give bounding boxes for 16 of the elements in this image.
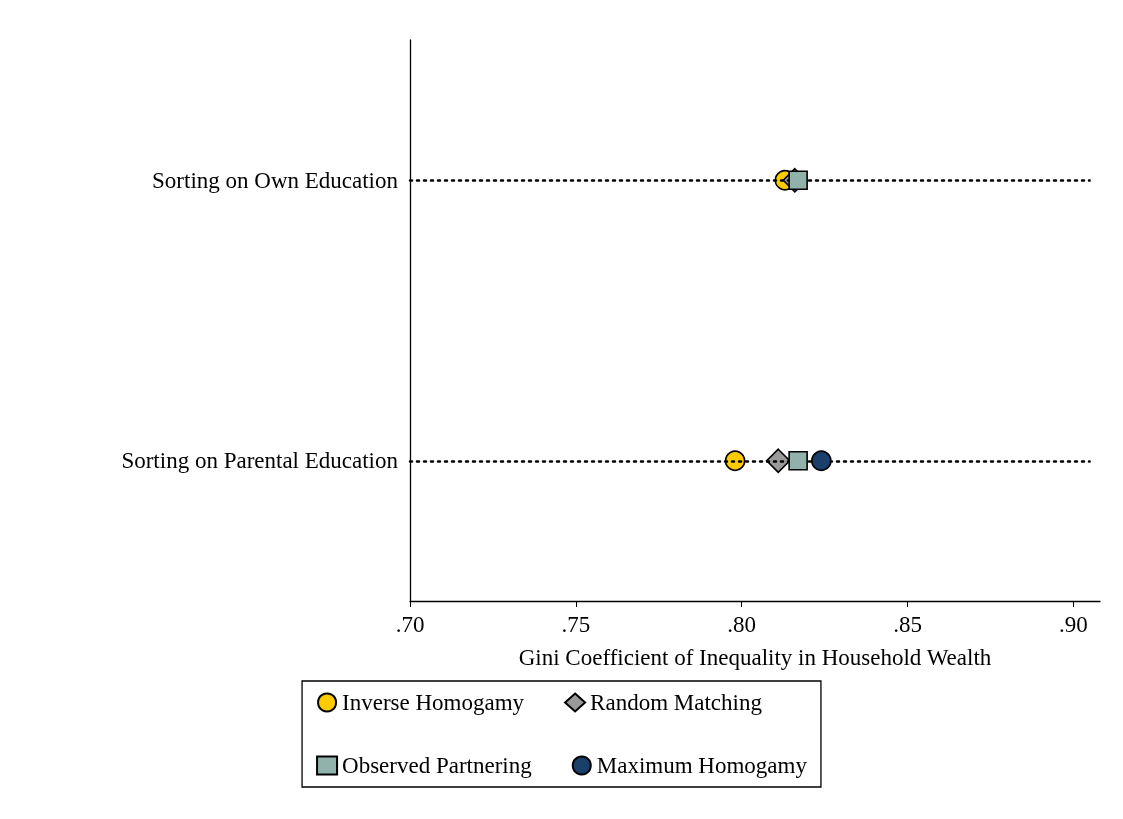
legend-label: Random Matching	[590, 690, 763, 715]
point	[788, 450, 808, 471]
legend-label: Observed Partnering	[342, 753, 533, 778]
x-tick-label: .85	[893, 612, 922, 637]
x-tick-label: .90	[1059, 612, 1088, 637]
point	[724, 450, 746, 472]
x-tick-label: .70	[395, 612, 425, 637]
point	[811, 450, 832, 472]
x-axis-title: Gini Coefficient of Inequality in Household Wealth	[518, 645, 992, 670]
legend-label: Inverse Homogamy	[342, 690, 525, 715]
y-tick-label: Sorting on Parental Education	[121, 448, 399, 474]
point	[788, 170, 808, 191]
x-tick-label: .75	[561, 612, 591, 637]
legend-label: Maximum Homogamy	[596, 753, 808, 778]
x-tick-label: .80	[727, 612, 757, 637]
y-tick-label: Sorting on Own Education	[152, 167, 399, 193]
